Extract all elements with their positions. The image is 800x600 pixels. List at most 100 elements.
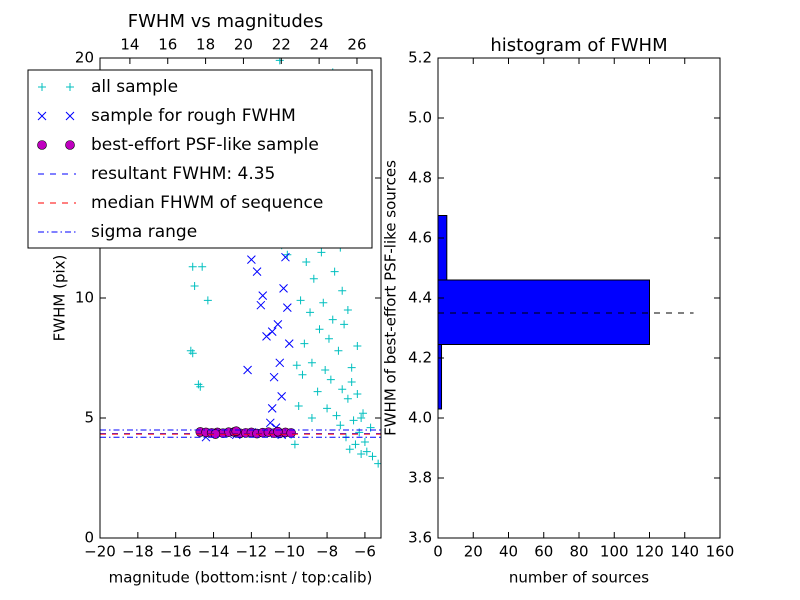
point [338,385,347,394]
point [267,404,277,413]
x-tick-label: 60 [534,543,553,561]
point [273,320,283,329]
legend-marker [65,140,75,150]
point [338,286,347,295]
y-tick-label: 0 [84,529,94,547]
point [330,267,339,276]
point [256,300,266,310]
point [351,440,360,449]
point [347,363,356,372]
point [279,284,288,293]
x-tick-label: −20 [84,543,116,561]
point [360,438,369,446]
point [328,315,337,324]
legend-marker [37,111,47,121]
point [313,387,322,396]
x-tick-label: 0 [433,543,443,561]
chart-title: FWHM vs magnitudes [128,11,323,32]
point [326,375,335,384]
x2-tick-label: 14 [120,36,139,54]
x-tick-label: 40 [499,543,518,561]
point [315,325,324,334]
x-tick-label: 120 [635,543,664,561]
x-tick-label: 20 [464,543,483,561]
y-tick-label: 4.8 [408,169,432,187]
point [269,372,279,382]
y-axis-label: FWHM (pix) [51,255,69,342]
point [292,361,301,370]
point [302,258,311,266]
y-tick-label: 4.4 [408,289,432,307]
legend-marker [37,140,47,150]
x2-tick-label: 24 [310,36,329,54]
point [343,394,352,403]
x-tick-label: 140 [670,543,699,561]
x2-tick-label: 20 [234,36,253,54]
legend-marker [66,83,74,91]
x-tick-label: 80 [569,543,588,561]
plot-area [438,215,694,410]
legend-marker [65,111,75,121]
legend-label: median FHWM of sequence [91,193,323,213]
point [188,349,197,358]
point [307,358,316,367]
point [190,282,199,290]
point [343,306,352,314]
bar [438,215,448,281]
point [353,342,362,350]
point [300,339,309,348]
x2-tick-label: 26 [347,36,366,54]
point [307,414,316,422]
x-tick-label: 100 [600,543,629,561]
point [273,426,283,437]
point [294,402,303,410]
point [359,409,368,418]
point [258,291,268,300]
x2-tick-label: 22 [272,36,291,54]
x2-tick-label: 18 [196,36,215,54]
chart-title: histogram of FWHM [490,35,667,56]
point [357,414,366,422]
point [284,339,294,348]
x-axis-label: number of sources [509,569,649,587]
point [368,452,377,461]
point [334,346,343,355]
point [290,440,299,449]
point [345,445,354,454]
point [319,298,328,307]
point [323,404,332,413]
point [275,358,285,368]
point [321,366,330,374]
legend-marker [38,83,46,91]
point [324,334,333,343]
point [306,308,315,317]
point [267,327,277,336]
point [196,382,205,391]
legend-label: all sample [91,77,178,97]
point [340,320,349,329]
x-tick-label: −12 [236,543,268,561]
point [243,365,252,375]
y-axis-label: FWHM of best-effort PSF-like sources [382,160,400,436]
plot-area [100,58,381,468]
y-tick-label: 4.6 [408,229,432,247]
y-tick-label: 3.8 [408,469,432,487]
point [332,411,341,420]
point [336,421,345,430]
x2-tick-label: 16 [158,36,177,54]
y-tick-label: 3.6 [408,529,432,547]
x-tick-label: −16 [160,543,192,561]
y-tick-label: 4.0 [408,409,432,427]
point [265,418,275,428]
point [357,450,366,458]
legend-label: sample for rough FWHM [91,106,296,126]
point [296,296,305,305]
point [275,58,284,65]
x-tick-label: 160 [706,543,735,561]
point [277,392,287,401]
point [281,252,290,262]
point [262,332,271,341]
legend-label: best-effort PSF-like sample [91,135,319,155]
point [198,262,207,271]
